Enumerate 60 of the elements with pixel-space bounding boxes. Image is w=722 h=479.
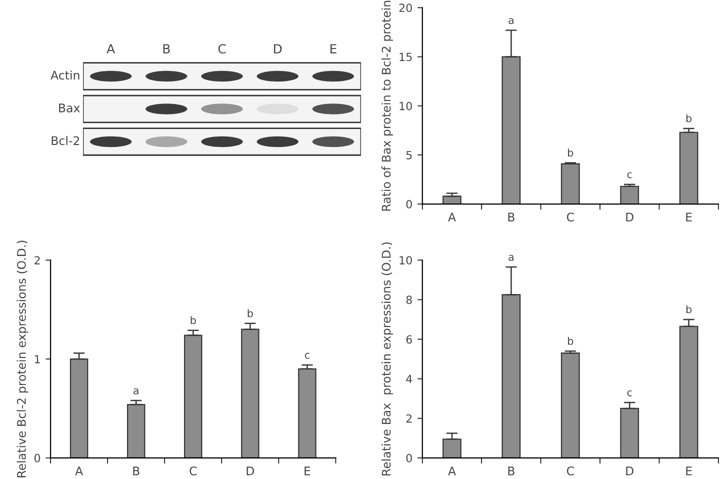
y-tick-label: 8: [406, 296, 412, 304]
annotation: c: [627, 390, 632, 396]
x-tick-label: D: [626, 466, 634, 476]
annotation: b: [190, 316, 196, 324]
x-tick-label: E: [304, 466, 310, 476]
bar: [679, 132, 698, 204]
y-tick-label: 6: [406, 335, 412, 344]
y-tick-label: 2: [34, 256, 40, 264]
x-tick-label: E: [686, 466, 692, 476]
y-tick-label: 0: [406, 454, 412, 462]
x-tick-label: B: [508, 466, 514, 476]
bar: [184, 334, 202, 458]
y-axis-title: Relative Bax protein expressions (O.D.): [382, 242, 393, 476]
y-axis-title: Relative Bcl-2 protein expressions (O.D.): [16, 240, 28, 478]
annotation: b: [686, 305, 692, 314]
x-tick-label: D: [626, 212, 634, 222]
y-tick-label: 1: [34, 355, 40, 364]
x-tick-label: E: [686, 212, 692, 222]
bar: [126, 404, 146, 458]
category-label: D: [274, 44, 282, 54]
y-tick-label: 10: [400, 102, 412, 110]
x-tick-label: C: [566, 212, 574, 222]
y-tick-label: 20: [399, 4, 412, 12]
annotation: b: [568, 336, 574, 345]
bar: [442, 196, 462, 204]
y-axis-title: Ratio of Bax protein to Bcl-2 protein: [382, 0, 393, 211]
annotation: a: [134, 388, 138, 394]
y-tick-label: 0: [34, 454, 40, 462]
annotation: b: [686, 114, 692, 122]
annotation: a: [508, 18, 514, 24]
category-label: Bax: [59, 104, 80, 112]
y-tick-label: 15: [400, 52, 412, 62]
y-tick-label: 0: [406, 200, 412, 208]
y-tick-label: 10: [400, 256, 412, 264]
category-label: C: [218, 44, 226, 54]
category-label: B: [163, 44, 170, 54]
category-label: Bcl-2: [52, 136, 80, 146]
category-label: E: [330, 44, 336, 54]
y-tick-label: 5: [406, 151, 412, 160]
x-tick-label: A: [448, 212, 456, 222]
annotation: b: [248, 309, 253, 318]
x-tick-label: D: [246, 466, 254, 476]
x-tick-label: C: [566, 466, 574, 476]
x-tick-label: C: [190, 466, 197, 476]
x-tick-label: B: [508, 212, 514, 222]
y-tick-label: 4: [406, 374, 412, 384]
x-tick-label: A: [75, 466, 83, 476]
bar: [560, 163, 580, 204]
category-label: A: [106, 44, 115, 54]
bar: [298, 368, 316, 458]
annotation: c: [304, 352, 310, 359]
bar: [560, 352, 580, 458]
annotation: c: [627, 172, 632, 178]
annotation: b: [568, 148, 574, 157]
x-tick-label: B: [133, 466, 140, 476]
category-label: Actin: [50, 70, 80, 80]
bar: [620, 186, 640, 204]
annotation: a: [508, 254, 514, 261]
x-tick-label: A: [448, 466, 456, 476]
y-tick-label: 2: [406, 414, 412, 423]
